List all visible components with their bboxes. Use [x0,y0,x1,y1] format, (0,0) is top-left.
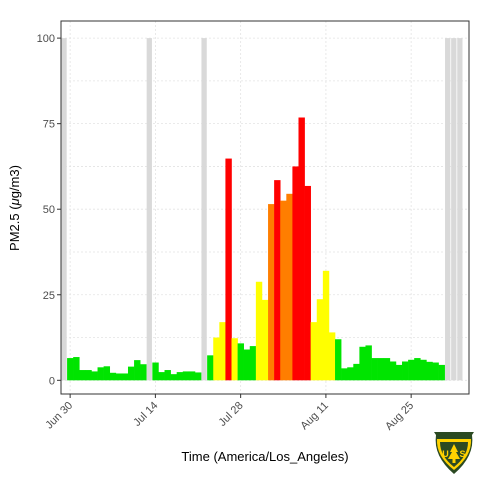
y-axis-title: PM2.5 (μg/m3) [7,165,22,251]
pm25-bar [170,374,178,381]
pm25-bar [237,343,244,381]
missing-data-bar [457,38,463,381]
pm25-bar [280,200,287,381]
pm25-bar [414,358,421,381]
y-tick-label: 0 [49,375,55,387]
pm25-bar [426,361,433,381]
x-tick-label: Aug 11 [298,400,331,433]
pm25-bar [182,371,190,381]
pm25-bar [140,364,147,381]
pm25-bar [91,371,98,381]
pm25-bar [127,366,135,381]
x-tick-label: Aug 25 [383,400,416,433]
pm25-bar [152,362,159,381]
pm25-bar [316,299,324,381]
pm25-bar [402,361,409,381]
y-tick-label: 75 [43,119,55,131]
pm25-bar [322,270,330,381]
tree-icon [448,444,460,463]
pm25-bar [213,337,220,381]
pm25-bar [389,361,397,381]
pm25-bar [438,364,445,381]
pm25-bar [176,372,184,381]
pm25-bar [231,338,238,381]
pm25-bar [188,371,196,381]
pm25-bar [268,204,275,381]
pm25-bar [420,359,427,381]
y-tick-label: 50 [43,204,55,216]
y-tick-label: 25 [43,290,55,302]
pm25-bar [395,364,403,381]
missing-data-bars [61,38,463,381]
x-tick-label: Jul 28 [217,400,246,429]
pm25-bar [274,180,281,381]
pm25-bar [158,372,165,381]
pm25-bar [292,166,299,381]
pm25-bar [304,185,311,381]
pm25-bar [335,339,342,381]
pm25-bar [261,299,269,381]
x-axis: Jun 30 Jul 14 Jul 28 Aug 11 Aug 25 [43,394,416,433]
pm25-bar [328,332,336,381]
pm25-bar [103,366,111,381]
pm25-bar [85,370,92,381]
pm25-bar [371,358,378,381]
pm25-bar [219,322,226,381]
logo-letter-u: U [442,449,449,459]
pm25-bar [164,370,171,381]
missing-data-bar [445,38,451,381]
pm25-bar [73,357,80,381]
pm25-bar [109,372,117,381]
pm25-bar [134,360,141,381]
pm25-bar [408,359,415,381]
pm25-bar [377,358,385,381]
pm25-bar [225,158,232,381]
logo-letter-s: S [459,449,465,459]
pm25-bar [249,346,257,381]
pm25-bar [243,349,251,381]
pm25-bar [353,363,360,381]
pm25-bar [341,368,348,381]
pm25-bar [359,346,366,381]
pm25-bar [207,355,214,381]
pm25-bar [121,373,129,381]
missing-data-bar [61,38,67,381]
pm25-bar [347,367,354,381]
usfs-shield-logo: U S [434,432,474,474]
pm25-bar [255,281,263,381]
pm25-bars [67,117,445,381]
pm25-bar [194,372,202,381]
pm25-bar [286,193,293,381]
missing-data-bar [201,38,207,381]
pm25-bar [115,373,123,381]
missing-data-bar [451,38,457,381]
missing-data-bar [146,38,152,381]
pm25-bar [365,345,372,381]
pm25-bar [97,367,104,381]
x-tick-label: Jun 30 [43,400,75,432]
x-tick-label: Jul 14 [131,400,160,429]
y-axis: 0 25 50 75 100 [37,33,61,387]
y-tick-label: 100 [37,33,55,45]
pm25-bar [383,358,391,381]
x-axis-title: Time (America/Los_Angeles) [181,449,348,464]
pm25-bar [432,362,439,381]
pm25-bar [79,370,86,381]
pm25-bar [310,322,318,381]
pm25-bar [298,117,305,381]
pm25-bar [67,358,74,381]
plot-panel-border [60,20,470,395]
